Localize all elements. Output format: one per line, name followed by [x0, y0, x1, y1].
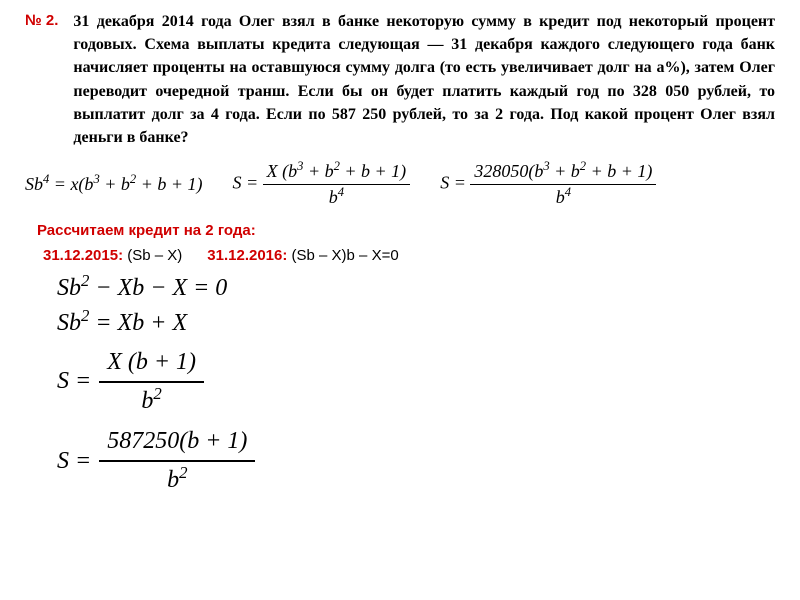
eq-4: S = 587250(b + 1) b2: [57, 425, 775, 497]
formula-sb4: Sb4 = x(b3 + b2 + b + 1): [25, 174, 202, 195]
formula-row-4year: Sb4 = x(b3 + b2 + b + 1) S = X (b3 + b2 …: [25, 161, 775, 208]
formula-s-328050: S = 328050(b3 + b2 + b + 1)b4: [440, 161, 656, 208]
section-2year-title: Рассчитаем кредит на 2 года:: [37, 222, 775, 239]
date-2016-label: 31.12.2016:: [207, 247, 287, 264]
eq-2: Sb2 = Xb + X: [57, 309, 775, 338]
eq-3: S = X (b + 1) b2: [57, 346, 775, 418]
problem-number: № 2.: [25, 12, 58, 29]
eq-1: Sb2 − Xb − X = 0: [57, 274, 775, 303]
problem-statement: 31 декабря 2014 года Олег взял в банке н…: [73, 10, 775, 149]
equation-block: Sb2 − Xb − X = 0 Sb2 = Xb + X S = X (b +…: [57, 274, 775, 497]
date-2016-expr: (Sb – X)b – X=0: [287, 247, 398, 264]
formula-s-x: S = X (b3 + b2 + b + 1)b4: [232, 161, 410, 208]
date-2015-expr: (Sb – X): [123, 247, 182, 264]
date-schedule: 31.12.2015: (Sb – X) 31.12.2016: (Sb – X…: [43, 247, 775, 264]
date-2015-label: 31.12.2015:: [43, 247, 123, 264]
